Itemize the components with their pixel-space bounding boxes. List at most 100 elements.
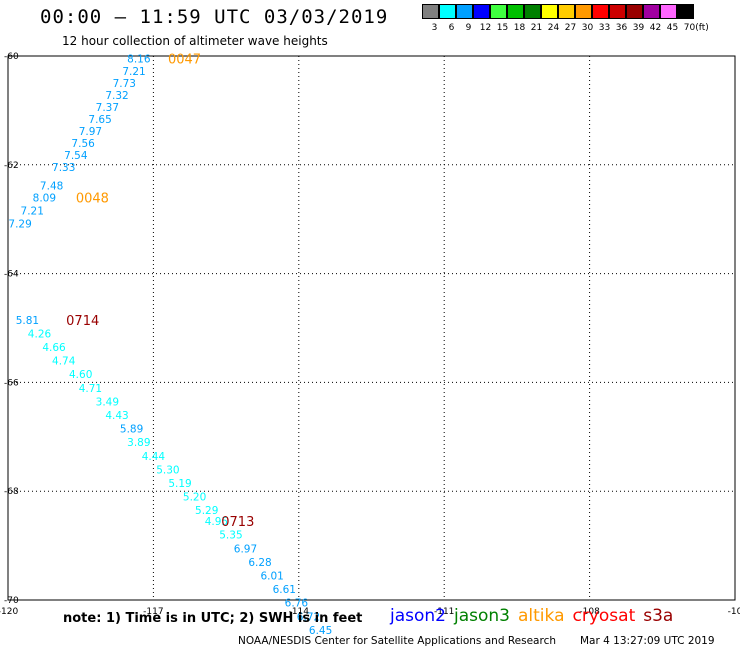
wave-height-point: 8.09	[33, 192, 56, 204]
wave-height-point: 5.19	[168, 478, 191, 490]
wave-height-point: 6.01	[260, 571, 283, 583]
colorbar-swatch	[422, 4, 439, 19]
x-tick-label: -10	[728, 607, 740, 617]
colorbar-label: 27	[564, 23, 577, 33]
wave-height-point: 5.81	[16, 315, 39, 327]
colorbar-label: 36	[615, 23, 628, 33]
colorbar-label: 3	[431, 23, 438, 33]
satellite-legend-item: jason3	[454, 606, 510, 626]
wave-height-point: 6.97	[234, 543, 257, 555]
x-tick-label: -120	[0, 607, 18, 617]
pass-time-label: 0713	[221, 515, 254, 530]
wave-height-point: 7.97	[79, 126, 102, 138]
colorbar-swatch	[558, 4, 575, 19]
colorbar-label: 45	[666, 23, 679, 33]
wave-height-point: 5.29	[195, 505, 218, 517]
y-tick-label: -60	[4, 52, 19, 62]
wave-height-point: 7.37	[96, 102, 119, 114]
colorbar-swatch	[626, 4, 643, 19]
colorbar-swatch	[524, 4, 541, 19]
wave-height-point: 6.76	[285, 598, 309, 610]
y-tick-label: -66	[4, 378, 19, 388]
wave-height-point: 4.66	[42, 342, 66, 354]
colorbar-swatch	[456, 4, 473, 19]
wave-height-point: 7.21	[21, 205, 44, 217]
wave-height-point: 7.54	[64, 150, 88, 162]
wave-height-point: 4.71	[79, 383, 102, 395]
wave-height-point: 5.30	[156, 464, 179, 476]
pass-time-label: 0047	[168, 53, 201, 68]
x-tick-label: -111	[434, 607, 454, 617]
wave-height-point: 7.56	[71, 138, 95, 150]
y-tick-label: -62	[4, 161, 19, 171]
colorbar-swatch	[439, 4, 456, 19]
satellite-legend-item: cryosat	[572, 606, 636, 626]
colorbar-label: 12	[479, 23, 492, 33]
colorbar-label: 39	[632, 23, 645, 33]
x-tick-label: -108	[579, 607, 600, 617]
pass-time-label: 0048	[76, 191, 109, 206]
colorbar-label: 30	[581, 23, 594, 33]
colorbar-label: 18	[513, 23, 526, 33]
pass-time-label: 0714	[66, 314, 99, 329]
x-tick-label: -117	[143, 607, 163, 617]
footer-timestamp: Mar 4 13:27:09 UTC 2019	[580, 635, 715, 647]
colorbar-label: 33	[598, 23, 611, 33]
wave-height-point: 4.60	[69, 369, 92, 381]
units-note: note: 1) Time is in UTC; 2) SWH is in fe…	[63, 611, 363, 626]
colorbar-label: 70	[683, 23, 696, 33]
wave-height-point: 7.33	[52, 162, 75, 174]
wave-height-point: 6.72	[297, 611, 320, 623]
wave-height-point: 4.74	[52, 356, 76, 368]
wave-height-point: 7.32	[105, 90, 128, 102]
colorbar-label: 6	[448, 23, 455, 33]
wave-height-point: 7.21	[122, 66, 145, 78]
x-tick-label: -114	[289, 607, 310, 617]
satellite-legend: jason2 jason3 altika cryosat s3a	[390, 606, 681, 626]
colorbar-label: 9	[465, 23, 472, 33]
wave-height-point: 4.95	[205, 516, 228, 528]
wave-height-point: 5.35	[219, 530, 242, 542]
y-tick-label: -64	[4, 270, 19, 280]
colorbar-swatch	[490, 4, 507, 19]
colorbar-label: 42	[649, 23, 662, 33]
colorbar-swatch	[643, 4, 660, 19]
wave-height-point: 3.89	[127, 437, 150, 449]
satellite-legend-item: jason2	[390, 606, 446, 626]
wave-height-point: 7.29	[8, 219, 31, 231]
colorbar-label: 21	[530, 23, 543, 33]
chart-title: 00:00 – 11:59 UTC 03/03/2019	[40, 6, 389, 28]
y-tick-label: -68	[4, 487, 19, 497]
colorbar-unit: (ft)	[695, 23, 709, 33]
footer-credit: NOAA/NESDIS Center for Satellite Applica…	[238, 635, 556, 647]
y-tick-label: -70	[4, 596, 19, 606]
wave-height-point: 4.44	[142, 451, 166, 463]
colorbar-swatch	[609, 4, 626, 19]
colorbar-swatch	[660, 4, 677, 19]
wave-height-point: 4.26	[28, 328, 52, 340]
wave-height-point: 5.89	[120, 424, 143, 436]
plot-frame	[7, 55, 736, 601]
colorbar-swatch	[592, 4, 609, 19]
wave-height-point: 4.43	[105, 410, 128, 422]
colorbar-swatch	[507, 4, 524, 19]
colorbar-swatch	[677, 4, 694, 19]
colorbar-label: 24	[547, 23, 560, 33]
wave-height-point: 5.20	[183, 492, 206, 504]
colorbar-swatch	[575, 4, 592, 19]
wave-height-point: 7.73	[113, 78, 136, 90]
wave-height-point: 6.61	[273, 584, 296, 596]
chart-subtitle: 12 hour collection of altimeter wave hei…	[62, 34, 328, 48]
wave-height-point: 6.28	[248, 557, 271, 569]
colorbar-swatch	[473, 4, 490, 19]
colorbar-label: 15	[496, 23, 509, 33]
satellite-legend-item: altika	[518, 606, 565, 626]
wave-height-point: 6.45	[309, 625, 332, 637]
wave-height-point: 3.49	[96, 396, 119, 408]
colorbar-swatch	[541, 4, 558, 19]
wave-height-point: 7.48	[40, 180, 63, 192]
satellite-legend-item: s3a	[643, 606, 674, 626]
wave-height-point: 7.65	[88, 114, 111, 126]
wave-height-point: 8.16	[127, 54, 151, 66]
